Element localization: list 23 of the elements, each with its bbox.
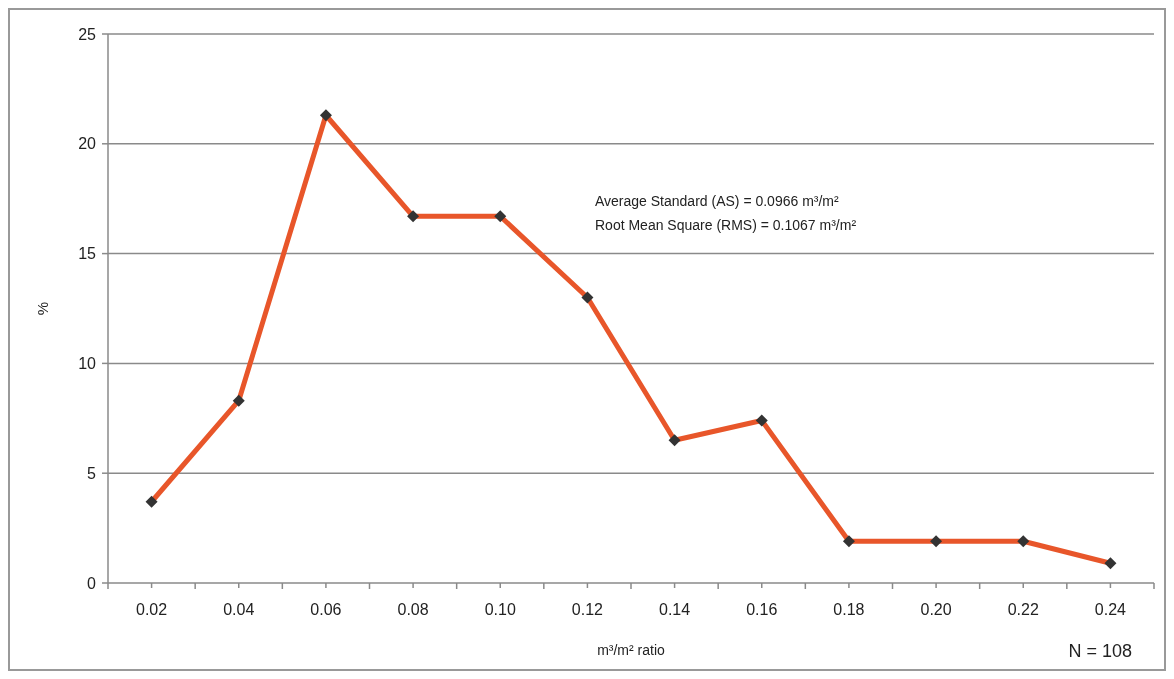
- x-tick-label: 0.08: [397, 601, 429, 618]
- y-axis-title: %: [34, 301, 51, 316]
- y-tick-label: 20: [78, 135, 97, 153]
- y-tick-label: 0: [87, 574, 97, 592]
- y-tick-label: 25: [78, 25, 97, 43]
- y-tick-label: 10: [78, 355, 97, 372]
- x-tick-label: 0.22: [1007, 601, 1039, 618]
- x-tick-label: 0.16: [746, 601, 778, 618]
- x-tick-label: 0.06: [310, 601, 342, 618]
- x-tick-label: 0.18: [833, 601, 865, 618]
- x-tick-label: 0.04: [223, 601, 255, 618]
- x-tick-label: 0.20: [920, 601, 952, 618]
- x-tick-label: 0.24: [1094, 601, 1127, 618]
- text: N = 108: [1068, 641, 1132, 661]
- x-axis-title: m³/m² ratio: [597, 642, 666, 658]
- x-tick-label: 0.12: [571, 601, 604, 618]
- y-tick-label: 15: [78, 245, 97, 263]
- x-tick-label: 0.14: [659, 601, 691, 618]
- x-tick-label: 0.02: [136, 601, 168, 618]
- x-tick-label: 0.10: [484, 601, 516, 618]
- annotation: Average Standard (AS) = 0.0966 m³/m²: [595, 193, 840, 209]
- y-tick-label: 5: [87, 464, 97, 482]
- annotation: Root Mean Square (RMS) = 0.1067 m³/m²: [595, 217, 857, 233]
